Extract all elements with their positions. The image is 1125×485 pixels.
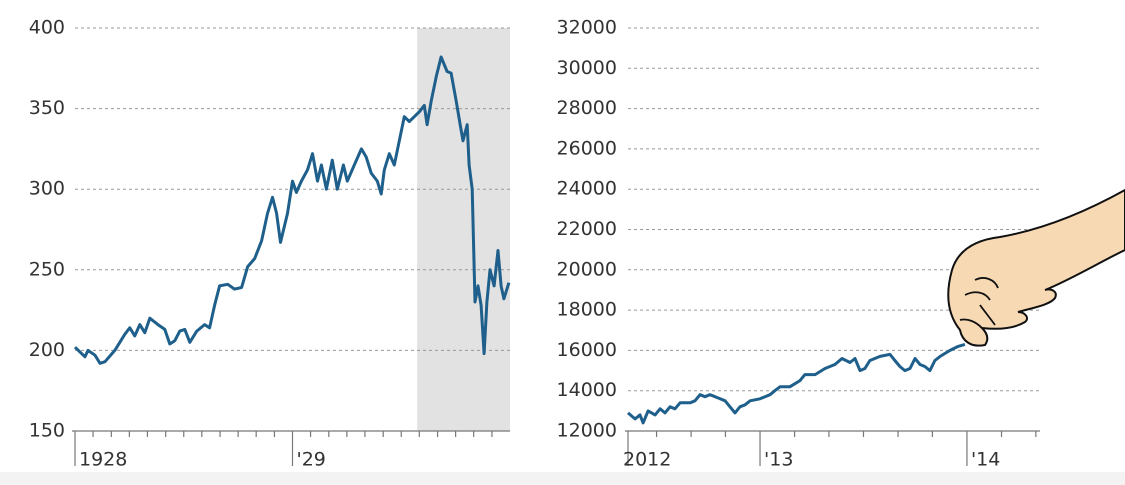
y-tick-label: 150 xyxy=(29,420,65,442)
x-tick-label: '13 xyxy=(764,449,793,471)
x-tick-label: '14 xyxy=(971,449,1000,471)
y-tick-label: 22000 xyxy=(557,218,617,240)
y-tick-label: 18000 xyxy=(557,299,617,321)
y-tick-label: 28000 xyxy=(557,97,617,119)
y-tick-label: 200 xyxy=(29,339,65,361)
data-line xyxy=(73,55,511,365)
y-tick-label: 300 xyxy=(29,178,65,200)
y-tick-label: 30000 xyxy=(557,57,617,79)
data-line xyxy=(627,342,966,425)
x-tick-label: 1928 xyxy=(79,449,127,471)
y-tick-label: 400 xyxy=(29,17,65,39)
y-tick-label: 20000 xyxy=(557,258,617,280)
bottom-strip xyxy=(0,472,1125,485)
y-tick-label: 250 xyxy=(29,258,65,280)
y-tick-label: 12000 xyxy=(557,420,617,442)
shaded-region xyxy=(417,28,510,431)
x-tick-label: 2012 xyxy=(623,449,671,471)
y-tick-label: 24000 xyxy=(557,178,617,200)
x-tick-label: '29 xyxy=(297,449,326,471)
y-tick-label: 14000 xyxy=(557,379,617,401)
y-tick-label: 26000 xyxy=(557,137,617,159)
hand-illustration xyxy=(947,188,1125,347)
y-tick-label: 16000 xyxy=(557,339,617,361)
y-tick-label: 32000 xyxy=(557,17,617,39)
y-tick-label: 350 xyxy=(29,97,65,119)
